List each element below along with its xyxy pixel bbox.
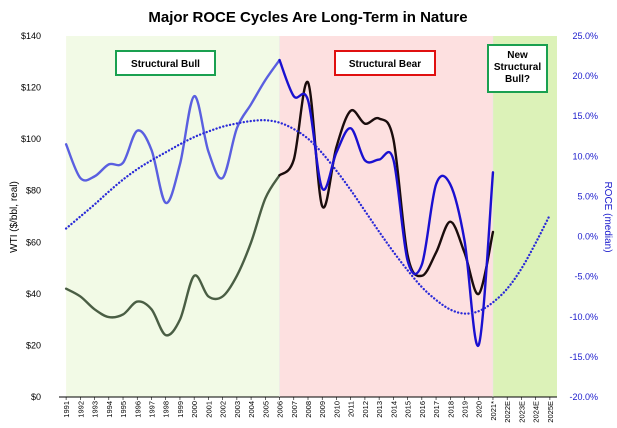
y-tick-label: $80 xyxy=(26,186,41,196)
y2-tick-label: 20.0% xyxy=(572,71,598,81)
x-tick-label: 2008 xyxy=(304,401,313,418)
x-tick-label: 2009 xyxy=(318,401,327,418)
x-tick-label: 1992 xyxy=(76,401,85,418)
x-tick-label: 1996 xyxy=(133,401,142,418)
y2-tick-label: 10.0% xyxy=(572,151,598,161)
y-tick-label: $60 xyxy=(26,237,41,247)
y-tick-label: $20 xyxy=(26,340,41,350)
x-tick-label: 2004 xyxy=(247,401,256,418)
region-band-2 xyxy=(492,36,557,397)
region-band-0 xyxy=(66,36,280,397)
axes: $0 $20 $40 $60 $80 $100 $120 $140 -20.0% -15.0% -1… xyxy=(21,31,598,423)
region-label-box-2 xyxy=(487,44,548,93)
x-tick-label: 2011 xyxy=(347,401,356,417)
region-label-box-1 xyxy=(334,50,436,76)
region-label-boxes: Structural Bull Structural Bear NewStructu… xyxy=(115,44,548,93)
x-tick-label: 1997 xyxy=(147,401,156,418)
x-tick-label: 1995 xyxy=(119,401,128,418)
x-tick-label: 1994 xyxy=(105,401,114,418)
x-tick-label: 2022E xyxy=(503,401,512,423)
y-tick-label: $140 xyxy=(21,31,41,41)
x-tick-label: 2015 xyxy=(404,401,413,418)
x-tick-label: 1993 xyxy=(91,401,100,418)
region-label-text: Structural Bear xyxy=(349,59,421,70)
x-tick-label: 2007 xyxy=(290,401,299,418)
x-tick-label: 2025E xyxy=(546,401,555,423)
y-tick-label: $0 xyxy=(31,392,41,402)
x-tick-label: 2024E xyxy=(532,401,541,423)
x-tick-label: 1999 xyxy=(176,401,185,418)
x-tick-label: 2010 xyxy=(332,401,341,418)
region-label-text: New xyxy=(507,50,528,61)
x-tick-label: 2005 xyxy=(261,401,270,418)
series-line-4-part-0 xyxy=(64,119,552,315)
series-lines xyxy=(64,58,552,347)
x-tick-label: 1998 xyxy=(162,401,171,418)
x-tick-label: 2017 xyxy=(432,401,441,418)
region-band-1 xyxy=(279,36,493,397)
series-line-3-part-0 xyxy=(278,58,495,347)
y2-tick-label: 0.0% xyxy=(577,232,598,242)
region-label-text: Bull? xyxy=(505,74,530,85)
region-label-box-0 xyxy=(115,50,216,76)
y2-tick-label: -20.0% xyxy=(569,392,598,402)
y-tick-label: $100 xyxy=(21,134,41,144)
y2-tick-label: 25.0% xyxy=(572,31,598,41)
x-tick-label: 1991 xyxy=(62,401,71,418)
y-tick-label: $120 xyxy=(21,83,41,93)
x-tick-label: 2014 xyxy=(389,401,398,418)
x-tick-label: 2003 xyxy=(233,401,242,418)
region-label-text: Structural xyxy=(494,62,541,73)
y2-tick-label: 5.0% xyxy=(577,191,598,201)
x-tick-label: 2018 xyxy=(446,401,455,418)
x-tick-label: 2000 xyxy=(190,401,199,418)
x-tick-label: 2020 xyxy=(475,401,484,418)
x-tick-label: 2021* xyxy=(489,401,498,421)
x-tick-label: 2023E xyxy=(517,401,526,423)
x-tick-label: 2006 xyxy=(276,401,285,418)
y2-tick-label: -10.0% xyxy=(569,312,598,322)
x-tick-label: 2002 xyxy=(219,401,228,418)
chart-title: Major ROCE Cycles Are Long-Term in Natur… xyxy=(148,9,467,26)
x-tick-label: 2019 xyxy=(461,401,470,418)
y2-tick-label: 15.0% xyxy=(572,111,598,121)
series-line-2-part-0 xyxy=(64,58,281,205)
region-label-text: Structural Bull xyxy=(131,59,200,70)
background-regions xyxy=(66,36,557,397)
x-tick-label: 2012 xyxy=(361,401,370,418)
y2-tick-label: -15.0% xyxy=(569,352,598,362)
series-line-1-part-0 xyxy=(278,81,495,296)
series-line-0-part-0 xyxy=(64,174,281,337)
x-tick-label: 2013 xyxy=(375,401,384,418)
y-axis-label: WTI ($/bbl, real) xyxy=(9,181,20,253)
y2-tick-label: -5.0% xyxy=(574,272,598,282)
x-tick-label: 2016 xyxy=(418,401,427,418)
y2-axis-label: ROCE (median) xyxy=(602,181,613,252)
x-tick-label: 2001 xyxy=(204,401,213,418)
y-tick-label: $40 xyxy=(26,289,41,299)
